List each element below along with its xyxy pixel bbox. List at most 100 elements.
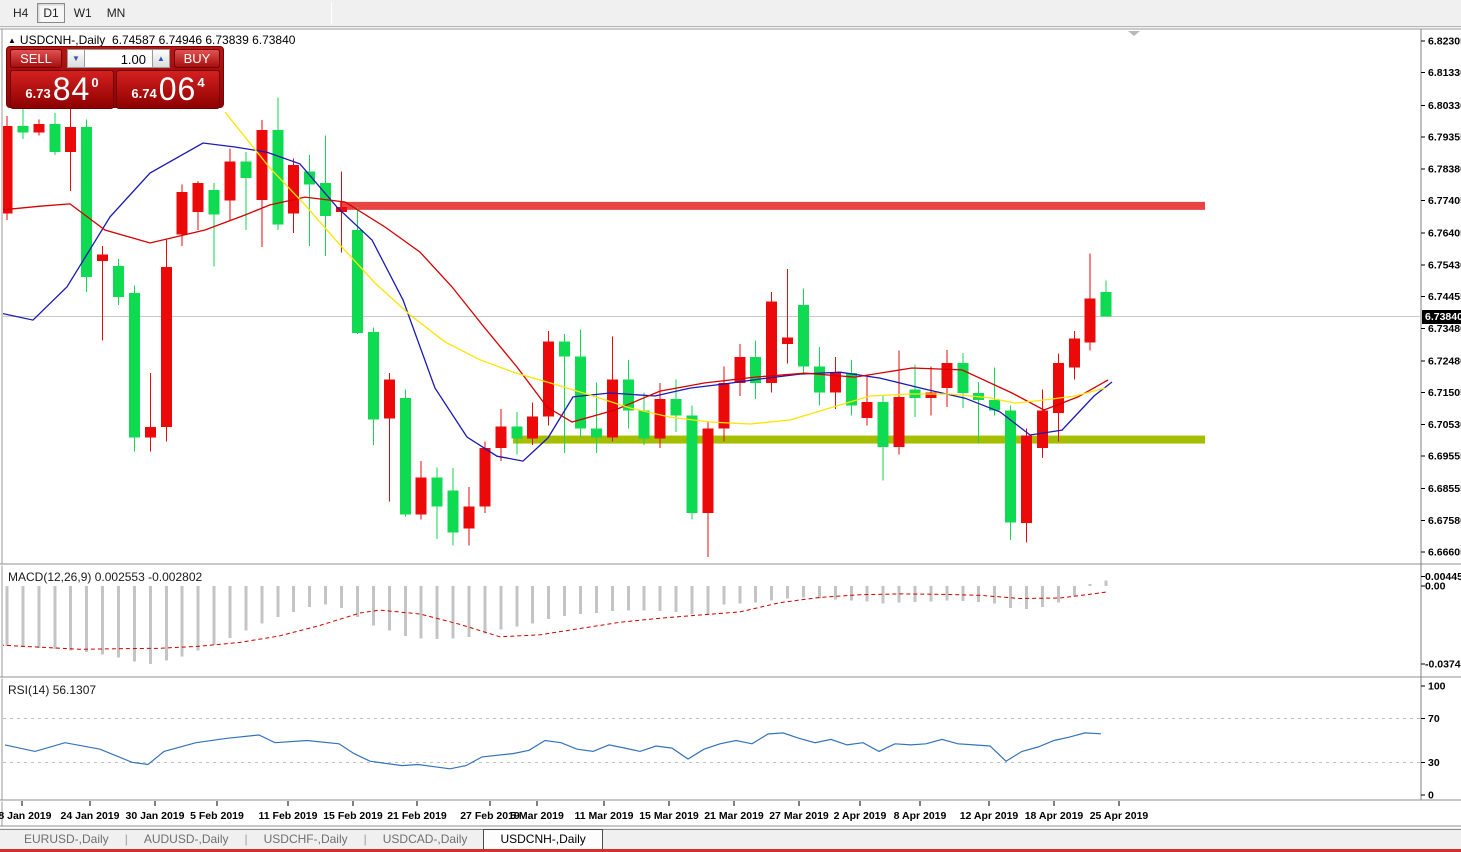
price-axis-label: 6.73480 [1428, 323, 1461, 335]
timeframe-button-w1[interactable]: W1 [73, 6, 92, 20]
rsi-axis-label: 70 [1428, 713, 1440, 725]
rsi-axis-label: 30 [1428, 757, 1440, 769]
candle-up [702, 428, 714, 514]
candle-down [1005, 410, 1017, 523]
macd-axis-label: 0.004459 [1425, 571, 1461, 583]
resistance-line[interactable] [340, 201, 1205, 210]
macd-main-value: 0.002553 [94, 570, 145, 584]
collapse-arrow-icon[interactable]: ▲ [8, 36, 16, 45]
candle-up [543, 341, 555, 417]
macd-panel [3, 580, 1109, 664]
price-axis-label: 6.67580 [1428, 515, 1461, 527]
candle-up [1052, 363, 1064, 414]
date-axis-label: 18 Jan 2019 [0, 810, 52, 822]
candle-up [463, 506, 475, 529]
tab-eurusd[interactable]: EURUSD-,Daily [24, 832, 109, 846]
macd-name: MACD(12,26,9) [8, 570, 92, 584]
macd-signal-value: -0.002802 [148, 570, 203, 584]
tab-audusd[interactable]: AUDUSD-,Daily [143, 832, 229, 846]
chart-window[interactable]: 6.82305 6.81330 6.80330 6.79355 6.78380 6.774… [0, 28, 1461, 828]
candle-down [798, 304, 809, 367]
volume-decrease-button[interactable]: ▼ [67, 49, 85, 68]
candle-up [1084, 298, 1096, 343]
volume-input[interactable]: 1.00 [85, 49, 152, 68]
candle-up [782, 337, 794, 344]
candle-down [128, 292, 140, 438]
candle-down [272, 130, 284, 225]
candle-down [877, 402, 889, 448]
candle-up [495, 426, 507, 449]
sell-price-panel[interactable]: 6.73 84 0 [10, 70, 114, 109]
candle-up [829, 373, 841, 393]
candle-up [415, 477, 427, 515]
support-line[interactable] [513, 435, 1205, 444]
date-axis-label: 12 Apr 2019 [960, 810, 1019, 822]
candles-layer [3, 87, 1112, 558]
toolbar-separator [331, 2, 332, 24]
candle-up [766, 301, 778, 383]
candle-down [686, 415, 698, 514]
chart-symbol-label: USDCNH-,Daily [19, 33, 106, 47]
candle-up [176, 191, 188, 235]
rsi-axis-label: 100 [1428, 681, 1446, 693]
timeframe-button-h4[interactable]: H4 [13, 6, 29, 20]
candle-up [718, 382, 730, 429]
bottom-accent-strip [0, 849, 1461, 852]
price-axis-label: 6.70530 [1428, 419, 1461, 431]
candle-down [81, 127, 93, 278]
candle-up [3, 125, 13, 214]
candle-up [527, 416, 539, 439]
candle-up [941, 363, 953, 389]
tab-usdcnh-active[interactable]: USDCNH-,Daily [483, 829, 603, 850]
tab-usdchf[interactable]: USDCHF-,Daily [263, 832, 348, 846]
candle-up [1036, 410, 1048, 449]
price-axis-label: 6.82305 [1428, 36, 1461, 48]
date-axis-label: 27 Feb 2019 [460, 810, 520, 822]
date-axis-label: 27 Mar 2019 [769, 810, 829, 822]
main-price-panel [3, 87, 1421, 558]
tab-separator: | [244, 832, 248, 846]
candle-down [367, 331, 379, 420]
candle-up [144, 427, 156, 438]
date-axis-label: 11 Mar 2019 [575, 810, 634, 822]
candle-up [1021, 435, 1033, 524]
rsi-axis-label: 0 [1428, 790, 1434, 802]
buy-button[interactable]: BUY [174, 49, 220, 68]
candle-down [957, 363, 969, 394]
date-axis-label: 2 Apr 2019 [834, 810, 887, 822]
candle-down [638, 410, 650, 439]
buy-price-prefix: 6.74 [131, 86, 157, 101]
candle-down [304, 171, 316, 185]
candle-up [288, 164, 300, 214]
sell-price-big-digits: 84 [52, 71, 91, 107]
timeframe-button-d1[interactable]: D1 [37, 3, 65, 23]
ma-mid-red [3, 196, 1109, 423]
sell-button[interactable]: SELL [10, 49, 62, 68]
candle-up [925, 392, 937, 398]
buy-price-panel[interactable]: 6.74 06 4 [116, 70, 220, 109]
candle-up [383, 379, 395, 419]
candle-down [208, 189, 220, 215]
price-axis-label: 6.72480 [1428, 355, 1461, 367]
date-axis-label: 11 Feb 2019 [259, 810, 318, 822]
price-chart-canvas[interactable]: 6.82305 6.81330 6.80330 6.79355 6.78380 6.774… [0, 28, 1461, 852]
macd-axis-label: -0.037475 [1425, 658, 1461, 670]
date-axis-label: 30 Jan 2019 [126, 810, 185, 822]
ma-fast-blue [3, 142, 1113, 462]
candle-down [49, 124, 61, 152]
timeframe-button-mn[interactable]: MN [106, 6, 126, 20]
candle-down [351, 229, 363, 333]
chart-shift-marker-icon[interactable] [1128, 31, 1140, 36]
price-axis-label: 6.69555 [1428, 451, 1461, 463]
price-axis-label: 6.78380 [1428, 163, 1461, 175]
price-axis-label: 6.75430 [1428, 259, 1461, 271]
price-axis-label: 6.77405 [1428, 195, 1461, 207]
date-axis-label: 15 Feb 2019 [323, 810, 383, 822]
date-axis-label: 5 Feb 2019 [190, 810, 244, 822]
candle-up [256, 130, 268, 201]
candle-down [670, 399, 682, 416]
volume-increase-button[interactable]: ▲ [152, 49, 170, 68]
tab-separator: | [124, 832, 128, 846]
tab-usdcad[interactable]: USDCAD-,Daily [382, 832, 468, 846]
